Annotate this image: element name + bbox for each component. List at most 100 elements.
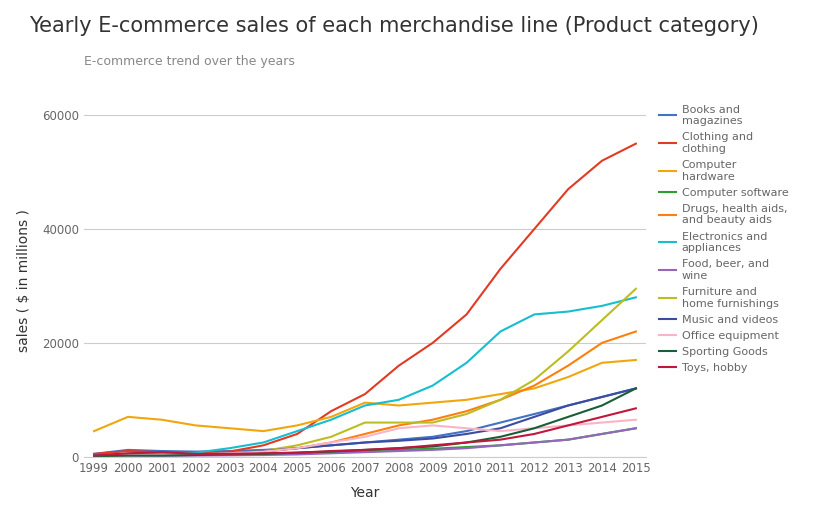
Furniture and
home furnishings	[258, 448, 268, 454]
Furniture and
home furnishings	[461, 411, 472, 417]
Drugs, health aids,
and beauty aids	[631, 329, 641, 335]
Sporting Goods	[89, 453, 99, 459]
Computer
hardware	[258, 428, 268, 434]
Clothing and
clothing	[89, 451, 99, 457]
Computer software	[428, 446, 438, 452]
Computer software	[563, 436, 573, 443]
Toys, hobby	[631, 405, 641, 412]
Electronics and
appliances	[597, 303, 607, 309]
Computer software	[225, 451, 235, 457]
Music and videos	[225, 450, 235, 456]
Music and videos	[393, 438, 404, 444]
Line: Books and
magazines: Books and magazines	[94, 388, 636, 454]
Computer software	[393, 447, 404, 453]
Food, beer, and
wine	[360, 449, 370, 455]
Food, beer, and
wine	[597, 431, 607, 437]
Computer
hardware	[563, 374, 573, 380]
Sporting Goods	[360, 447, 370, 453]
Electronics and
appliances	[529, 311, 539, 318]
Sporting Goods	[631, 385, 641, 391]
Furniture and
home furnishings	[326, 434, 336, 440]
Electronics and
appliances	[326, 417, 336, 423]
Drugs, health aids,
and beauty aids	[190, 452, 201, 458]
Sporting Goods	[461, 440, 472, 446]
Toys, hobby	[360, 447, 370, 453]
Furniture and
home furnishings	[157, 452, 167, 458]
Drugs, health aids,
and beauty aids	[495, 397, 505, 403]
Computer
hardware	[190, 422, 201, 429]
Clothing and
clothing	[563, 186, 573, 193]
Computer
hardware	[326, 414, 336, 420]
Electronics and
appliances	[258, 440, 268, 446]
Food, beer, and
wine	[258, 452, 268, 458]
Legend: Books and
magazines, Clothing and
clothing, Computer
hardware, Computer software: Books and magazines, Clothing and clothi…	[657, 102, 790, 376]
Computer
hardware	[461, 397, 472, 403]
Office equipment	[631, 417, 641, 423]
Music and videos	[529, 414, 539, 420]
Office equipment	[597, 419, 607, 426]
Line: Computer software: Computer software	[94, 428, 636, 455]
Computer
hardware	[631, 357, 641, 363]
Books and
magazines	[393, 436, 404, 443]
Drugs, health aids,
and beauty aids	[428, 417, 438, 423]
Toys, hobby	[563, 422, 573, 429]
Toys, hobby	[428, 442, 438, 448]
Drugs, health aids,
and beauty aids	[360, 431, 370, 437]
Computer software	[190, 452, 201, 458]
Sporting Goods	[495, 434, 505, 440]
Electronics and
appliances	[225, 445, 235, 452]
Furniture and
home furnishings	[428, 419, 438, 426]
Line: Sporting Goods: Sporting Goods	[94, 388, 636, 456]
Books and
magazines	[89, 451, 99, 457]
Sporting Goods	[563, 414, 573, 420]
Drugs, health aids,
and beauty aids	[122, 452, 133, 458]
Music and videos	[495, 425, 505, 431]
Sporting Goods	[529, 425, 539, 431]
Toys, hobby	[529, 431, 539, 437]
Line: Music and videos: Music and videos	[94, 388, 636, 456]
Sporting Goods	[326, 448, 336, 455]
Office equipment	[326, 440, 336, 446]
Office equipment	[292, 445, 302, 452]
Furniture and
home furnishings	[495, 397, 505, 403]
Text: E-commerce trend over the years: E-commerce trend over the years	[84, 55, 294, 68]
Furniture and
home furnishings	[631, 285, 641, 292]
Line: Food, beer, and
wine: Food, beer, and wine	[94, 428, 636, 456]
Computer software	[597, 431, 607, 437]
Clothing and
clothing	[190, 449, 201, 456]
Clothing and
clothing	[258, 442, 268, 448]
Books and
magazines	[292, 445, 302, 452]
Books and
magazines	[631, 385, 641, 391]
Drugs, health aids,
and beauty aids	[326, 440, 336, 446]
Y-axis label: sales ( $ in millions ): sales ( $ in millions )	[17, 209, 31, 352]
Clothing and
clothing	[292, 431, 302, 437]
Clothing and
clothing	[529, 226, 539, 232]
Books and
magazines	[258, 447, 268, 453]
Music and videos	[563, 402, 573, 408]
Furniture and
home furnishings	[597, 317, 607, 323]
Office equipment	[360, 434, 370, 440]
Office equipment	[393, 425, 404, 431]
Furniture and
home furnishings	[292, 442, 302, 448]
Drugs, health aids,
and beauty aids	[157, 452, 167, 458]
Toys, hobby	[190, 451, 201, 457]
Clothing and
clothing	[157, 449, 167, 455]
Clothing and
clothing	[393, 363, 404, 369]
Toys, hobby	[495, 436, 505, 443]
Computer software	[157, 452, 167, 458]
Office equipment	[529, 425, 539, 431]
Sporting Goods	[258, 451, 268, 457]
Drugs, health aids,
and beauty aids	[597, 340, 607, 346]
Computer
hardware	[292, 422, 302, 429]
Books and
magazines	[495, 419, 505, 426]
Books and
magazines	[529, 411, 539, 417]
Toys, hobby	[292, 449, 302, 456]
Music and videos	[597, 394, 607, 400]
Electronics and
appliances	[631, 294, 641, 301]
Music and videos	[292, 445, 302, 452]
Sporting Goods	[292, 449, 302, 456]
Toys, hobby	[157, 449, 167, 455]
Clothing and
clothing	[631, 141, 641, 147]
Food, beer, and
wine	[393, 448, 404, 454]
Line: Furniture and
home furnishings: Furniture and home furnishings	[94, 289, 636, 456]
